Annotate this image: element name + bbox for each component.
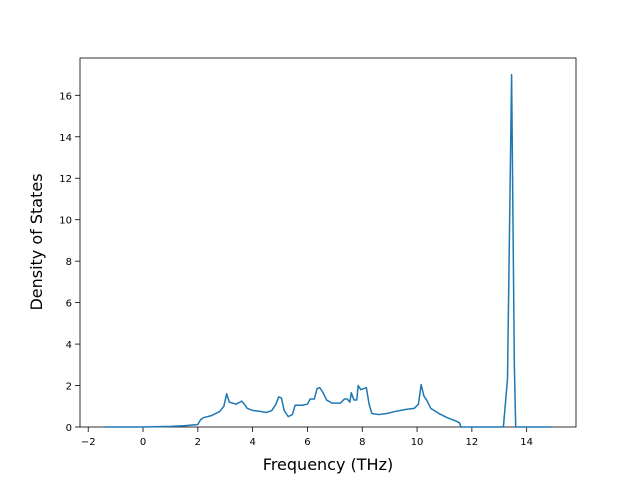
x-tick-label: 0	[140, 437, 146, 448]
x-tick-label: 10	[411, 437, 424, 448]
y-tick-label: 6	[66, 299, 72, 310]
x-tick-label: 4	[249, 437, 255, 448]
y-tick-label: 2	[66, 382, 72, 393]
x-tick-label: 12	[466, 437, 479, 448]
y-tick-label: 4	[66, 340, 72, 351]
y-tick-label: 10	[59, 216, 72, 227]
y-axis-label: Density of States	[27, 173, 46, 310]
y-tick-label: 14	[59, 133, 72, 144]
x-tick-label: 6	[304, 437, 310, 448]
y-tick-label: 8	[66, 257, 72, 268]
dos-line	[104, 73, 552, 428]
x-tick-label: 14	[520, 437, 533, 448]
x-tick-label: 8	[359, 437, 365, 448]
x-axis-label: Frequency (THz)	[263, 455, 393, 474]
y-tick-label: 12	[59, 174, 72, 185]
plot-frame	[79, 57, 577, 428]
y-tick-label: 0	[66, 423, 72, 434]
x-tick-label: 2	[195, 437, 201, 448]
y-tick-label: 16	[59, 91, 72, 102]
x-tick-label: −2	[81, 437, 96, 448]
